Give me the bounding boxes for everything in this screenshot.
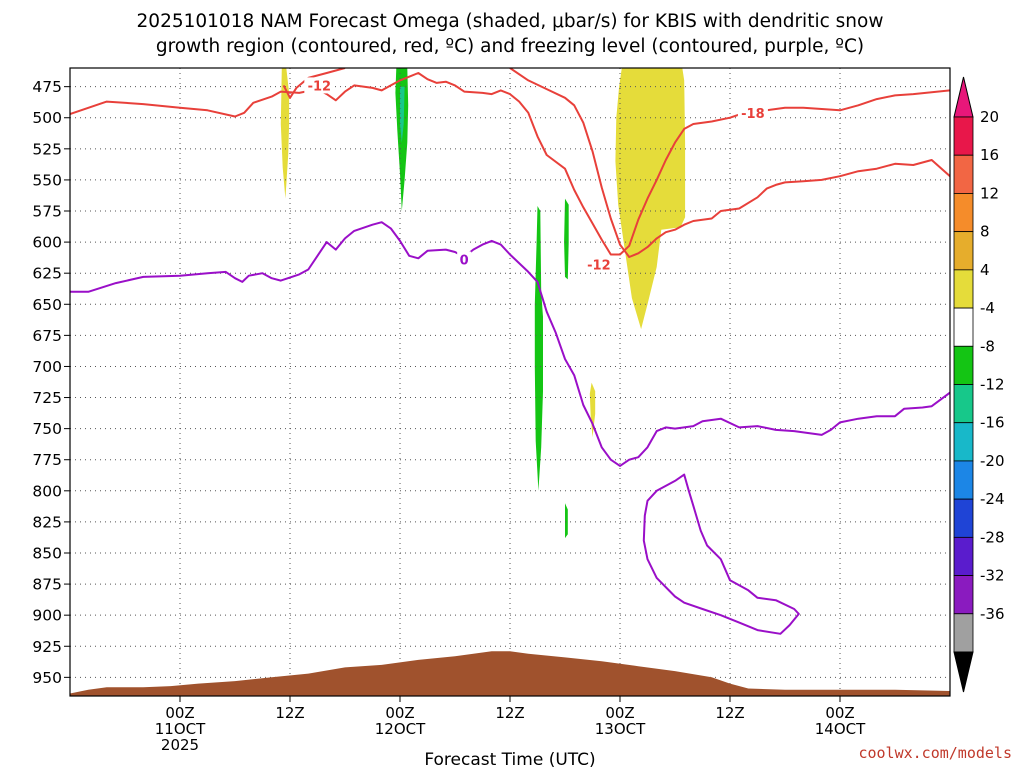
- colorbar-top-arrow: [953, 76, 974, 118]
- x-tick-label: 12OCT: [375, 720, 426, 738]
- colorbar-swatch: [953, 345, 974, 385]
- x-tick-label: 12Z: [275, 704, 304, 722]
- colorbar-swatch: [953, 460, 974, 500]
- contour-layer: -18 -12 -12 0: [70, 68, 950, 635]
- dgz-contour-lower2-label: -12: [587, 258, 611, 273]
- colorbar-swatch: [953, 498, 974, 538]
- colorbar-swatch: [953, 384, 974, 424]
- colorbar-label: -20: [980, 452, 1005, 470]
- omega-region-t1: [400, 86, 405, 143]
- colorbar-label: -36: [980, 605, 1005, 623]
- chart-title-line1: 2025101018 NAM Forecast Omega (shaded, μ…: [137, 11, 884, 32]
- terrain-layer: [70, 651, 950, 696]
- omega-region-y2: [615, 68, 686, 330]
- dgz-contour-lower-label: -12: [308, 79, 332, 94]
- x-tick-label: 13OCT: [595, 720, 646, 738]
- plot-frame: [69, 67, 951, 697]
- colorbar-swatch: [953, 307, 974, 347]
- y-tick-label: 500: [32, 109, 62, 127]
- colorbar-swatch: [953, 193, 974, 233]
- x-tick-label: 2025: [161, 736, 199, 754]
- dgz-contour-upper-label: -18: [741, 107, 765, 122]
- y-tick-label: 600: [32, 234, 62, 252]
- freezing-level-contour: [70, 221, 950, 467]
- y-tick-label: 775: [32, 451, 62, 469]
- colorbar-swatch: [953, 269, 974, 309]
- colorbar-swatch: [953, 422, 974, 462]
- freezing-level-loop: [642, 473, 800, 635]
- grid-lines: [70, 68, 950, 696]
- dgz-contour-lower2: [509, 68, 950, 258]
- credit-text: coolwx.com/models: [858, 744, 1012, 762]
- y-tick-label: 525: [32, 140, 62, 158]
- colorbar: 20 16 12 8 4 -4 -8 -12 -16 -20 -24 -28 -32 -36: [953, 76, 1005, 693]
- colorbar-swatch: [953, 536, 974, 576]
- omega-region-g2: [534, 206, 543, 491]
- y-tick-label: 725: [32, 389, 62, 407]
- colorbar-bottom-arrow: [953, 651, 974, 693]
- colorbar-swatch: [953, 575, 974, 615]
- chart-title-line2: growth region (contoured, red, ºC) and f…: [156, 36, 864, 57]
- dgz-contour-lower2-label-bg: [583, 256, 614, 273]
- x-tick-label: 12Z: [495, 704, 524, 722]
- y-tick-label: 850: [32, 544, 62, 562]
- dgz-contour-upper-label-bg: [737, 104, 768, 121]
- colorbar-label: -28: [980, 528, 1005, 546]
- y-tick-label: 475: [32, 78, 62, 96]
- colorbar-swatch: [953, 116, 974, 156]
- y-tick-label: 950: [32, 669, 62, 687]
- y-tick-label: 800: [32, 482, 62, 500]
- terrain-area: [70, 651, 950, 696]
- colorbar-label: -32: [980, 567, 1005, 585]
- y-tick-label: 700: [32, 358, 62, 376]
- y-tick-label: 625: [32, 265, 62, 283]
- omega-shading: [280, 68, 686, 539]
- x-axis-label: Forecast Time (UTC): [424, 750, 595, 768]
- x-tick-label: 00Z: [385, 704, 414, 722]
- omega-region-y3: [589, 382, 596, 438]
- x-tick-label: 00Z: [825, 704, 854, 722]
- y-tick-label: 825: [32, 513, 62, 531]
- y-tick-label: 575: [32, 203, 62, 221]
- y-tick-label: 875: [32, 576, 62, 594]
- y-tick-label: 925: [32, 638, 62, 656]
- freezing-level-contour-label-bg: [457, 251, 472, 268]
- x-tick-label: 14OCT: [815, 720, 866, 738]
- y-tick-label: 550: [32, 171, 62, 189]
- omega-region-g4: [565, 503, 568, 539]
- x-tick-label: 00Z: [605, 704, 634, 722]
- colorbar-label: -24: [980, 490, 1005, 508]
- colorbar-label: 16: [980, 146, 999, 164]
- y-tick-label: 750: [32, 420, 62, 438]
- x-tick-label: 11OCT: [155, 720, 206, 738]
- dgz-contour-lower: [282, 68, 346, 99]
- y-axis-ticks: 475 500 525 550 575 600 625 650 675 700 725 750 775 8…: [32, 78, 70, 687]
- y-tick-label: 675: [32, 327, 62, 345]
- colorbar-label: 20: [980, 108, 999, 126]
- colorbar-swatch: [953, 154, 974, 194]
- colorbar-label: -8: [980, 337, 995, 355]
- colorbar-label: -4: [980, 299, 995, 317]
- colorbar-label: 8: [980, 223, 990, 241]
- colorbar-label: 4: [980, 261, 990, 279]
- colorbar-swatch: [953, 231, 974, 271]
- colorbar-label: -16: [980, 414, 1005, 432]
- x-tick-label: 12Z: [715, 704, 744, 722]
- colorbar-label: 12: [980, 184, 999, 202]
- omega-region-y1: [280, 68, 290, 199]
- freezing-level-contour-label: 0: [460, 254, 469, 269]
- y-tick-label: 650: [32, 296, 62, 314]
- colorbar-label: -12: [980, 376, 1005, 394]
- y-tick-label: 900: [32, 607, 62, 625]
- dgz-contour-lower-label-bg: [304, 77, 335, 94]
- omega-region-g3: [564, 198, 569, 280]
- colorbar-swatch: [953, 613, 974, 653]
- x-tick-label: 00Z: [165, 704, 194, 722]
